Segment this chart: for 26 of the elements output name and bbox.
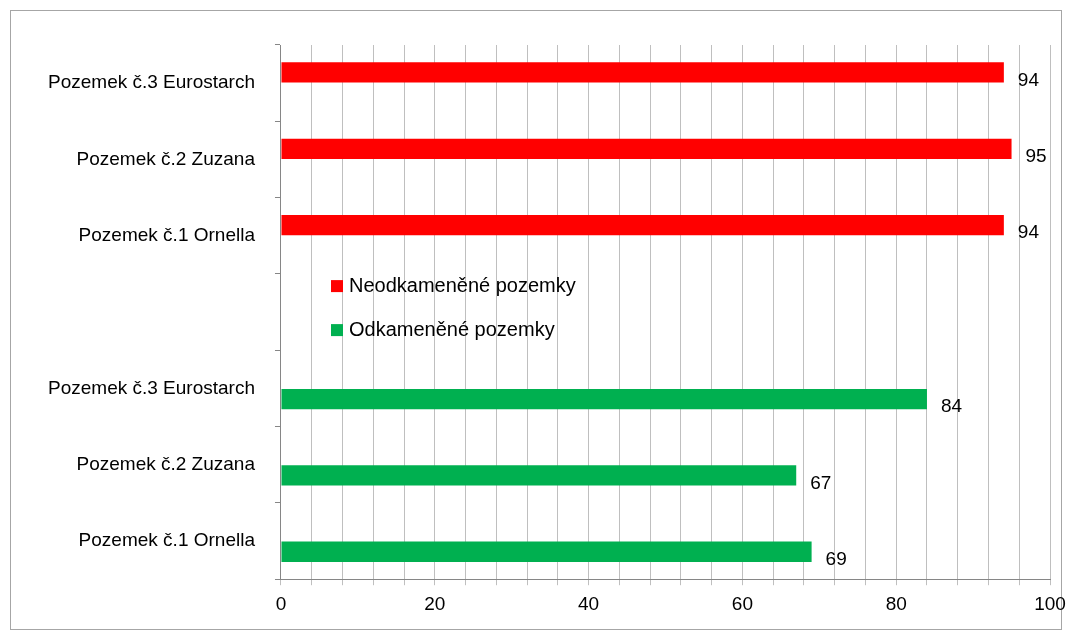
- bar: [281, 465, 797, 486]
- y-tick-label: Pozemek č.3 Eurostarch: [47, 376, 255, 398]
- y-tick-label: Pozemek č.1 Ornella: [78, 224, 256, 246]
- data-label: 95: [1025, 145, 1047, 167]
- x-tick-label: 80: [885, 592, 907, 614]
- x-tick-label: 60: [731, 592, 753, 614]
- legend-label: Odkameněné pozemky: [348, 317, 555, 340]
- bar: [281, 541, 812, 562]
- x-tick-label: 0: [275, 592, 287, 614]
- bar: [281, 388, 927, 410]
- y-tick-label: Pozemek č.3 Eurostarch: [47, 71, 255, 93]
- data-label: 84: [940, 395, 963, 417]
- bar: [281, 62, 1004, 83]
- x-tick-label: 40: [578, 592, 600, 614]
- bar: [281, 214, 1004, 236]
- data-label: 94: [1017, 221, 1040, 243]
- legend-label: Neodkameněné pozemky: [348, 273, 576, 296]
- y-tick-label: Pozemek č.2 Zuzana: [76, 147, 256, 169]
- y-tick-label: Pozemek č.2 Zuzana: [76, 452, 256, 474]
- bar: [281, 138, 1012, 159]
- data-label: 67: [810, 471, 832, 493]
- x-tick-label: 20: [424, 592, 446, 614]
- y-tick-label: Pozemek č.1 Ornella: [78, 529, 256, 551]
- x-tick-label: 100: [1034, 592, 1066, 614]
- data-label: 94: [1017, 68, 1040, 90]
- data-label: 69: [825, 547, 847, 569]
